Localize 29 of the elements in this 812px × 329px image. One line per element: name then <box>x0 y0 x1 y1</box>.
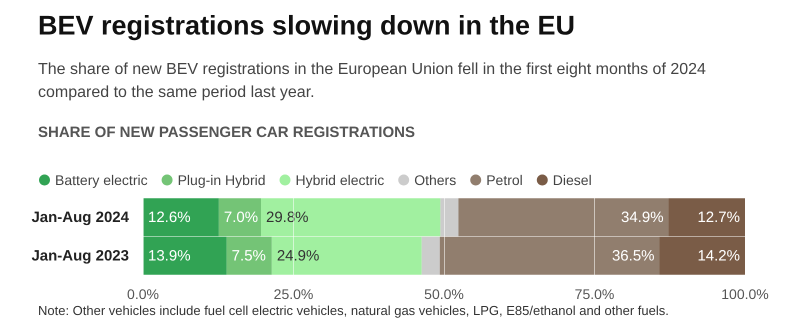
y-tick-label: Jan-Aug 2024 <box>31 208 130 226</box>
bar <box>440 198 458 236</box>
y-tick-label: Jan-Aug 2023 <box>31 247 129 264</box>
legend-label: Plug-in Hybrid <box>178 172 266 188</box>
data-label: 36.5% <box>612 247 655 264</box>
data-label: 24.9% <box>276 247 320 264</box>
x-tick-label: 50.0% <box>424 286 464 302</box>
bar <box>422 236 440 275</box>
data-label: 7.5% <box>232 247 266 264</box>
data-label: 14.2% <box>697 247 740 264</box>
x-tick-label: 100.0% <box>721 286 769 302</box>
chart-title: BEV registrations slowing down in the EU <box>38 10 576 40</box>
data-label: 7.0% <box>224 208 258 226</box>
x-tick-label: 25.0% <box>274 286 314 302</box>
text: Note: Other vehicles include fuel cell electric vehicles, natural gas vehicles, LPG, E85/ethanol and other fuels. <box>38 303 669 318</box>
legend-label: Others <box>414 172 456 188</box>
x-tick-label: 0.0% <box>127 286 159 302</box>
legend-label: Diesel <box>552 172 592 188</box>
legend-label: Battery electric <box>55 172 148 188</box>
chart-subtitle: The share of new BEV registrations in the European Union fell in the first eight months of 2024 compared to the same period last year. <box>38 61 710 101</box>
legend-label: Petrol <box>486 172 523 188</box>
data-label: 29.8% <box>266 208 309 226</box>
data-label: 13.9% <box>148 247 191 264</box>
x-tick-label: 75.0% <box>574 286 614 302</box>
text: SHARE OF NEW PASSENGER CAR REGISTRATIONS <box>38 124 415 141</box>
legend-label: Hybrid electric <box>296 172 384 188</box>
data-label: 12.7% <box>697 208 740 226</box>
data-label: 34.9% <box>621 208 664 226</box>
data-label: 12.6% <box>148 208 191 226</box>
